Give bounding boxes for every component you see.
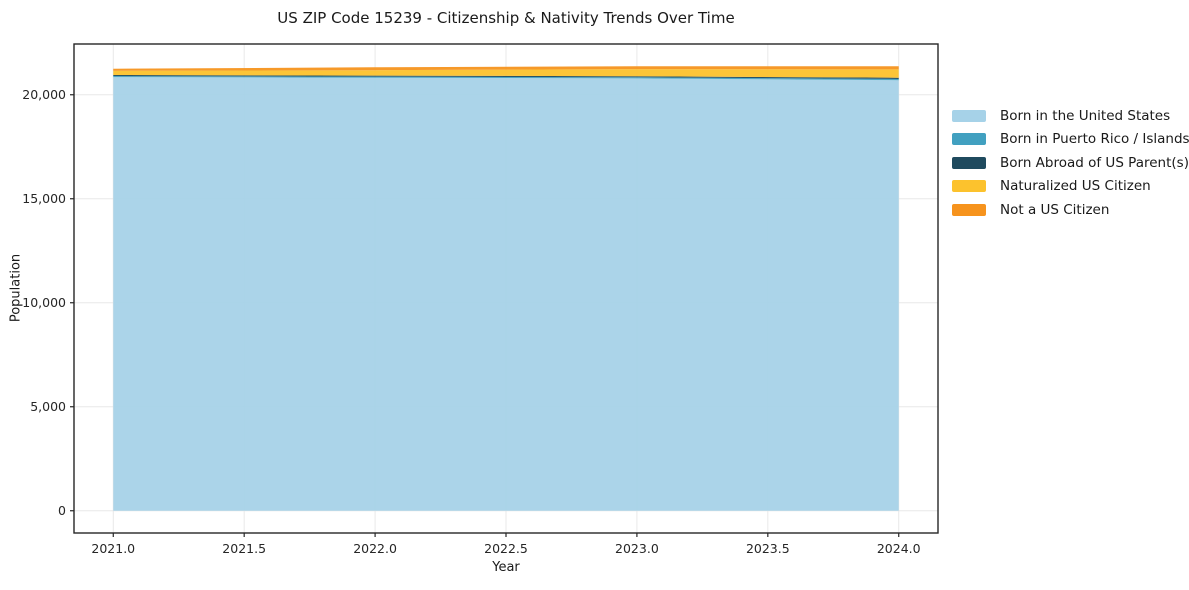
legend-swatch	[952, 156, 986, 169]
plot-border	[73, 43, 939, 534]
legend-item: Naturalized US Citizen	[952, 175, 1189, 199]
legend: Born in the United States Born in Puerto …	[952, 104, 1189, 222]
x-tick-label: 2021.0	[91, 541, 135, 556]
x-tick-label: 2021.5	[222, 541, 266, 556]
y-tick-label: 15,000	[22, 191, 66, 206]
y-tick-label: 5,000	[30, 399, 66, 414]
area-series	[113, 74, 899, 79]
legend-item: Born in Puerto Rico / Islands	[952, 128, 1189, 152]
legend-item: Born Abroad of US Parent(s)	[952, 151, 1189, 175]
legend-label: Naturalized US Citizen	[1000, 178, 1151, 195]
x-tick-label: 2022.0	[353, 541, 397, 556]
x-tick-label: 2023.0	[615, 541, 659, 556]
legend-label: Born in Puerto Rico / Islands	[1000, 131, 1189, 148]
legend-swatch	[952, 180, 986, 193]
x-tick-label: 2022.5	[484, 541, 528, 556]
legend-item: Not a US Citizen	[952, 198, 1189, 222]
x-tick-label: 2024.0	[877, 541, 921, 556]
legend-label: Born in the United States	[1000, 107, 1171, 124]
x-tick-label: 2023.5	[746, 541, 790, 556]
legend-swatch	[952, 133, 986, 146]
legend-swatch	[952, 109, 986, 122]
area-series	[113, 69, 899, 78]
legend-item: Born in the United States	[952, 104, 1189, 128]
area-series	[113, 77, 899, 511]
y-tick-label: 0	[58, 503, 66, 518]
y-tick-label: 20,000	[22, 87, 66, 102]
y-tick-label: 10,000	[22, 295, 66, 310]
area-series	[113, 76, 899, 81]
legend-swatch	[952, 203, 986, 216]
legend-label: Not a US Citizen	[1000, 201, 1110, 218]
x-axis-label: Year	[492, 560, 520, 575]
y-axis-label: Population	[8, 253, 24, 323]
chart-title: US ZIP Code 15239 - Citizenship & Nativi…	[277, 9, 735, 27]
area-series	[113, 66, 899, 71]
legend-label: Born Abroad of US Parent(s)	[1000, 154, 1189, 171]
